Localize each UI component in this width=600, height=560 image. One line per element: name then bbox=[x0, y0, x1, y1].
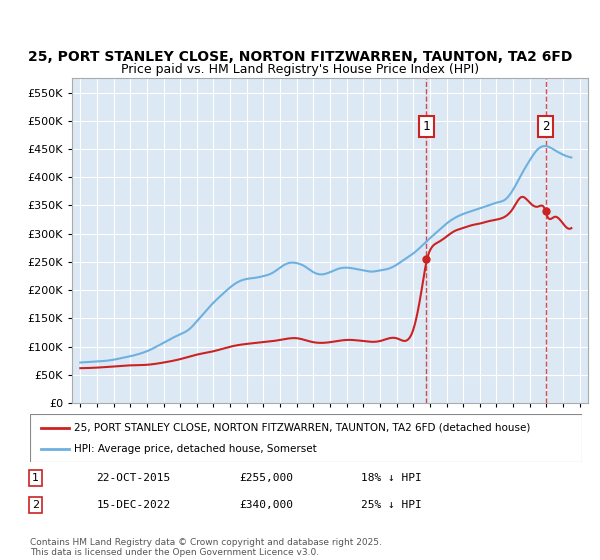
Text: 25, PORT STANLEY CLOSE, NORTON FITZWARREN, TAUNTON, TA2 6FD (detached house): 25, PORT STANLEY CLOSE, NORTON FITZWARRE… bbox=[74, 423, 530, 433]
Text: Contains HM Land Registry data © Crown copyright and database right 2025.
This d: Contains HM Land Registry data © Crown c… bbox=[30, 538, 382, 557]
Text: 2: 2 bbox=[32, 500, 39, 510]
Text: 18% ↓ HPI: 18% ↓ HPI bbox=[361, 473, 422, 483]
FancyBboxPatch shape bbox=[30, 414, 582, 462]
Text: £340,000: £340,000 bbox=[240, 500, 294, 510]
Text: 15-DEC-2022: 15-DEC-2022 bbox=[96, 500, 170, 510]
Text: 2: 2 bbox=[542, 120, 550, 133]
Text: 1: 1 bbox=[422, 120, 430, 133]
Text: 25% ↓ HPI: 25% ↓ HPI bbox=[361, 500, 422, 510]
Text: 22-OCT-2015: 22-OCT-2015 bbox=[96, 473, 170, 483]
Text: Price paid vs. HM Land Registry's House Price Index (HPI): Price paid vs. HM Land Registry's House … bbox=[121, 63, 479, 76]
Text: 25, PORT STANLEY CLOSE, NORTON FITZWARREN, TAUNTON, TA2 6FD: 25, PORT STANLEY CLOSE, NORTON FITZWARRE… bbox=[28, 50, 572, 64]
Text: 1: 1 bbox=[32, 473, 39, 483]
Text: HPI: Average price, detached house, Somerset: HPI: Average price, detached house, Some… bbox=[74, 444, 317, 454]
Text: £255,000: £255,000 bbox=[240, 473, 294, 483]
